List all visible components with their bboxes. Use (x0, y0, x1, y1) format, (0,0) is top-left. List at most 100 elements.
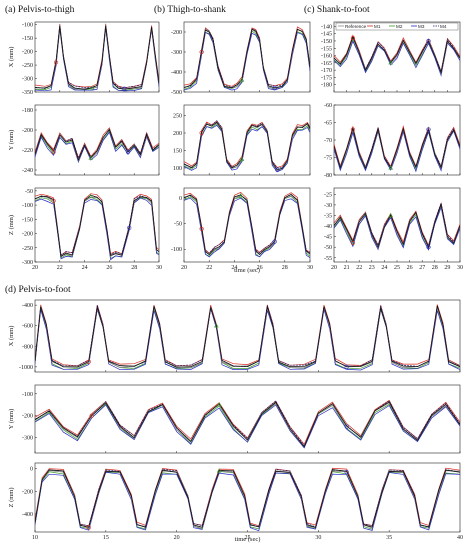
marker-point (51, 198, 56, 203)
x-tick-label: 23 (369, 265, 375, 271)
marker-point (88, 193, 94, 199)
series-group (35, 304, 460, 371)
x-tick-label: 35 (386, 535, 392, 541)
x-tick-label: 30 (156, 265, 162, 271)
y-tick-label: -25 (324, 192, 332, 198)
x-tick-label: 15 (103, 535, 109, 541)
panel-d-row-0: -1000 -800 -600 -400 X (mm) (8, 299, 461, 373)
x-tick-label: 40 (457, 535, 463, 541)
panel-c: (c) Shank-to-foot -180 -175-170-165-160 -15… (304, 4, 463, 271)
marker-point (216, 468, 222, 473)
legend-entry: M1 (374, 24, 381, 29)
y-tick-label: 100 (173, 166, 182, 172)
series-line (334, 35, 460, 75)
x-tick-label: 24 (231, 265, 237, 271)
y-tick-label: -60 (324, 103, 332, 109)
x-tick-label: 20 (181, 265, 187, 271)
marker-point (426, 38, 431, 44)
series-line (334, 126, 460, 170)
y-tick-label: 0 (30, 467, 33, 473)
y-tick-label: -170 (321, 68, 332, 74)
panel-b-row-0: -500 -400 -300 -200 (171, 21, 311, 96)
x-tick-label: 22 (206, 265, 212, 271)
y-axis-label: X (mm) (8, 326, 15, 347)
y-tick-label: -500 (171, 90, 182, 96)
y-tick-label: -400 (171, 70, 182, 76)
series-line (35, 401, 460, 448)
series-m3 (184, 31, 310, 91)
axes-frame (333, 187, 461, 263)
y-tick-label: -300 (22, 77, 33, 83)
panel-d-row-1: -300 -200 -100 Y (mm) (8, 384, 461, 454)
marker-point (350, 127, 356, 132)
legend-box (335, 22, 459, 31)
x-tick-label: 20 (331, 265, 337, 271)
axes-frame (34, 104, 160, 176)
y-axis-label: X (mm) (8, 47, 15, 68)
series-line (184, 193, 310, 256)
y-tick-label: -400 (22, 303, 33, 309)
y-tick-label: -800 (22, 344, 33, 350)
x-tick-label: 20 (32, 265, 38, 271)
y-tick-label: -200 (22, 232, 33, 238)
y-tick-label: -65 (324, 121, 332, 127)
y-tick-label: -45 (324, 235, 332, 241)
y-tick-label: -220 (22, 148, 33, 154)
series-m3 (334, 40, 460, 77)
series-m3 (35, 404, 460, 449)
x-tick-label: 24 (381, 265, 387, 271)
y-tick-label: -180 (321, 83, 332, 89)
series-line (334, 203, 460, 249)
panel-d-title: (d) Pelvis-to-foot (5, 284, 71, 295)
series-line (35, 194, 159, 258)
y-tick-label: -35 (324, 213, 332, 219)
panel-a-row-1: -240 -220 -200 -180 Y (mm) (8, 104, 160, 176)
marker-point (344, 469, 349, 475)
y-tick-label: -1000 (19, 365, 33, 371)
axes-frame (34, 462, 461, 533)
marker-point (272, 85, 277, 91)
panel-a: (a) Pelvis-to-thigh-350-300-250-200-150-… (5, 4, 162, 271)
y-tick-label: 150 (173, 149, 182, 155)
y-tick-label: -165 (321, 61, 332, 67)
panel-b: (b) Thigh-to-shank-500-400-300-200100150… (154, 4, 313, 274)
series-group (35, 399, 460, 449)
y-tick-label: -160 (321, 54, 332, 60)
y-tick-label: 0 (179, 196, 182, 202)
series-group (184, 120, 310, 173)
y-tick-label: -50 (174, 222, 182, 228)
x-tick-label: 26 (257, 265, 263, 271)
series-group (35, 193, 159, 261)
marker-point (272, 239, 277, 244)
series-group (35, 23, 159, 92)
series-group (334, 34, 460, 77)
panel-b-title: (b) Thigh-to-shank (154, 4, 226, 15)
y-tick-label: -155 (321, 46, 332, 52)
y-tick-label: -200 (171, 30, 182, 36)
y-tick-label: 200 (173, 131, 182, 137)
marker-point (89, 85, 95, 90)
y-tick-label: -175 (321, 75, 332, 81)
marker-point (199, 130, 204, 136)
series-line (35, 128, 159, 162)
panel-b-row-2: -100 -50 0 20 22 24 26 28 30 (171, 187, 313, 271)
marker-point (199, 226, 204, 231)
series-group (334, 125, 460, 173)
panel-c-title: (c) Shank-to-foot (304, 4, 370, 15)
series-line (35, 25, 159, 90)
y-tick-label: -75 (324, 156, 332, 162)
y-tick-label: -30 (324, 203, 332, 209)
series-line (35, 469, 460, 529)
marker-point (239, 156, 245, 161)
y-tick-label: -40 (324, 224, 332, 230)
x-tick-label: 26 (407, 265, 413, 271)
panel-a-title: (a) Pelvis-to-thigh (5, 4, 75, 15)
y-tick-label: -150 (321, 39, 332, 45)
panel-d-row-2: -400 -200 0 10 15 20 25 30 35 40 Z (mm) (8, 462, 463, 541)
axes-frame (34, 384, 461, 454)
y-tick-label: -150 (22, 217, 33, 223)
legend: Reference M1 M2 M3 M4 (335, 22, 459, 31)
series-m3 (184, 197, 310, 258)
x-tick-label: 25 (245, 535, 251, 541)
